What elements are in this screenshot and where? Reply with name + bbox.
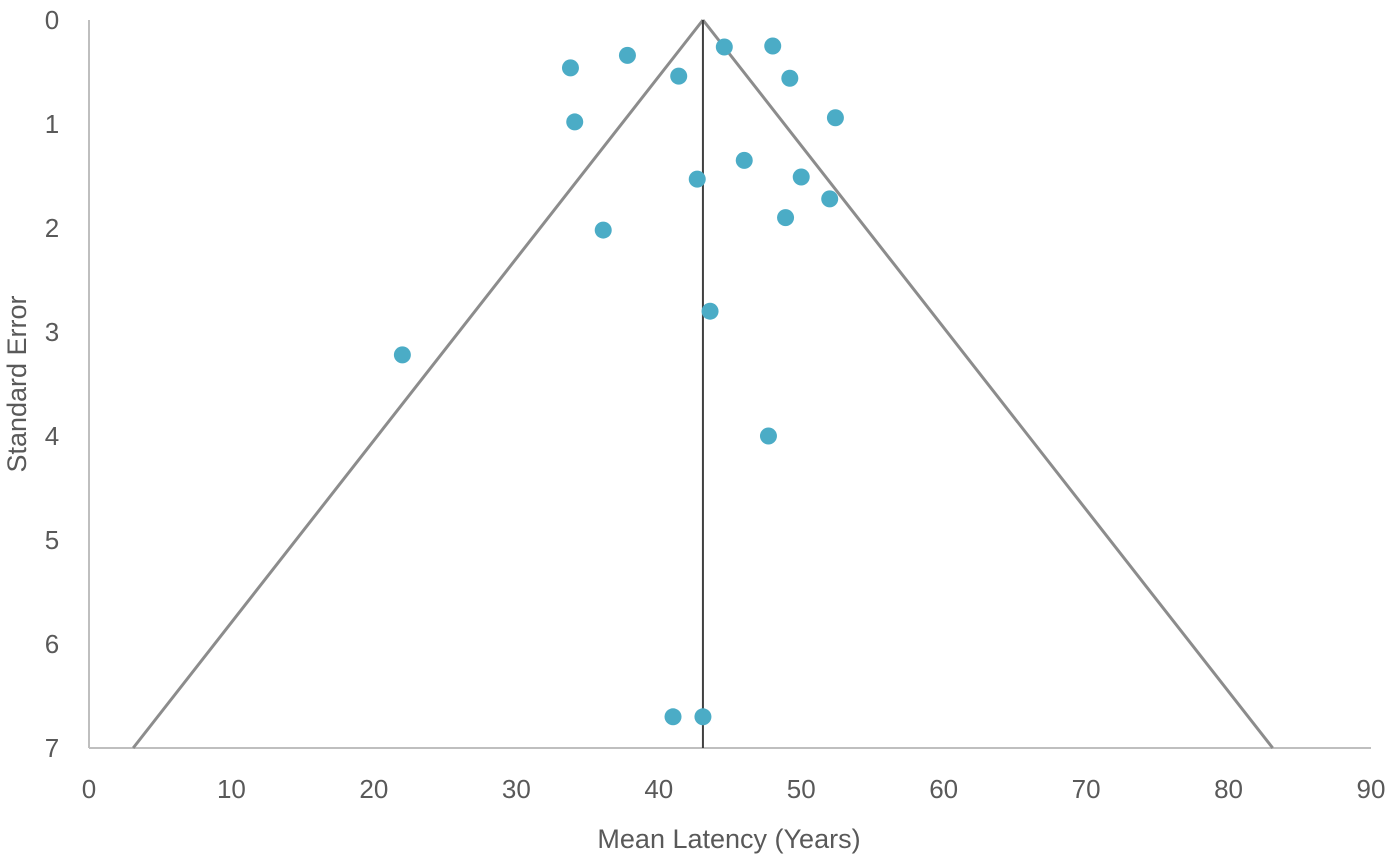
data-point xyxy=(618,46,636,64)
y-tick-label: 1 xyxy=(45,109,59,139)
labels-layer: Mean Latency (Years) Standard Error 0 10 2… xyxy=(2,5,1385,854)
points-layer xyxy=(393,37,844,726)
data-point xyxy=(715,38,733,56)
data-point xyxy=(694,708,712,726)
data-point xyxy=(566,113,584,131)
x-tick-label: 40 xyxy=(644,774,673,804)
y-tick-label: 6 xyxy=(45,629,59,659)
data-point xyxy=(826,109,844,127)
data-point xyxy=(393,346,411,364)
funnel-left-line xyxy=(131,19,705,749)
data-point xyxy=(701,302,719,320)
x-tick-label: 20 xyxy=(359,774,388,804)
data-point xyxy=(764,37,782,55)
y-axis-title: Standard Error xyxy=(2,295,32,472)
funnel-right-line xyxy=(701,19,1274,749)
data-point xyxy=(670,67,688,85)
x-axis-title: Mean Latency (Years) xyxy=(597,824,860,854)
x-tick-label: 60 xyxy=(929,774,958,804)
y-tick-label: 5 xyxy=(45,525,59,555)
x-tick-label: 80 xyxy=(1214,774,1243,804)
data-point xyxy=(735,151,753,169)
data-point xyxy=(688,170,706,188)
x-tick-label: 50 xyxy=(787,774,816,804)
y-tick-label: 7 xyxy=(45,733,59,763)
funnel-layer xyxy=(131,19,1274,749)
y-tick-label: 3 xyxy=(45,317,59,347)
data-point xyxy=(759,427,777,445)
data-point xyxy=(561,59,579,77)
x-tick-label: 70 xyxy=(1072,774,1101,804)
y-tick-label: 0 xyxy=(45,5,59,35)
data-point xyxy=(594,221,612,239)
x-tick-label: 30 xyxy=(502,774,531,804)
data-point xyxy=(777,209,795,227)
y-tick-label: 2 xyxy=(45,213,59,243)
x-tick-label: 0 xyxy=(82,774,96,804)
data-point xyxy=(664,708,682,726)
y-tick-label: 4 xyxy=(45,421,59,451)
data-point xyxy=(781,69,799,87)
axes-layer xyxy=(88,20,1371,749)
x-tick-label: 90 xyxy=(1357,774,1386,804)
data-point xyxy=(792,168,810,186)
data-point xyxy=(821,190,839,208)
x-tick-label: 10 xyxy=(217,774,246,804)
